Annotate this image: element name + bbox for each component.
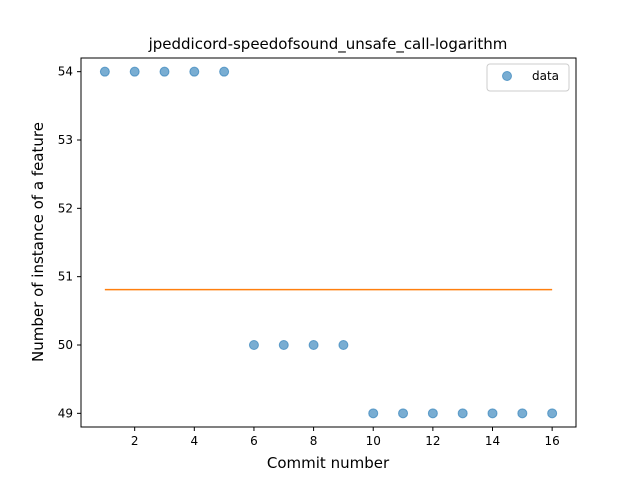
legend: data <box>486 63 570 92</box>
x-tick-label: 4 <box>190 434 198 448</box>
y-tick-label: 53 <box>58 133 73 147</box>
x-tick-label: 10 <box>366 434 381 448</box>
data-point-11 <box>398 408 409 419</box>
data-point-7 <box>278 340 289 350</box>
data-point-3 <box>159 66 170 77</box>
data-point-13 <box>457 408 468 419</box>
legend-marker-data <box>502 71 512 81</box>
data-point-1 <box>99 66 110 77</box>
plot-area <box>99 66 558 419</box>
data-point-9 <box>338 340 349 350</box>
data-point-8 <box>308 340 319 350</box>
data-point-4 <box>189 66 200 77</box>
x-tick-label: 16 <box>545 434 560 448</box>
data-point-14 <box>487 408 498 419</box>
y-tick-label: 51 <box>58 270 73 284</box>
chart-title: jpeddicord-speedofsound_unsafe_call-loga… <box>148 35 508 54</box>
axes: 2 4 6 8 10 12 14 16 49 50 51 52 53 54 <box>58 57 577 448</box>
y-axis-label: Number of instance of a feature <box>29 122 47 362</box>
y-tick-label: 54 <box>58 65 73 79</box>
legend-label-data: data <box>532 69 559 83</box>
data-point-12 <box>427 408 438 419</box>
data-point-2 <box>129 66 140 77</box>
x-tick-label: 2 <box>131 434 139 448</box>
data-point-10 <box>368 408 379 419</box>
x-axis-label: Commit number <box>267 454 390 472</box>
data-point-15 <box>517 408 528 419</box>
legend-frame <box>486 63 570 92</box>
x-tick-label: 12 <box>425 434 440 448</box>
data-point-16 <box>547 408 558 419</box>
x-tick-label: 8 <box>310 434 318 448</box>
x-tick-label: 6 <box>250 434 258 448</box>
data-point-6 <box>248 340 259 350</box>
y-tick-label: 49 <box>58 406 73 420</box>
y-tick-label: 52 <box>58 201 73 215</box>
axes-frame <box>80 57 577 428</box>
x-tick-label: 14 <box>485 434 500 448</box>
y-tick-label: 50 <box>58 338 73 352</box>
data-point-5 <box>219 66 230 77</box>
